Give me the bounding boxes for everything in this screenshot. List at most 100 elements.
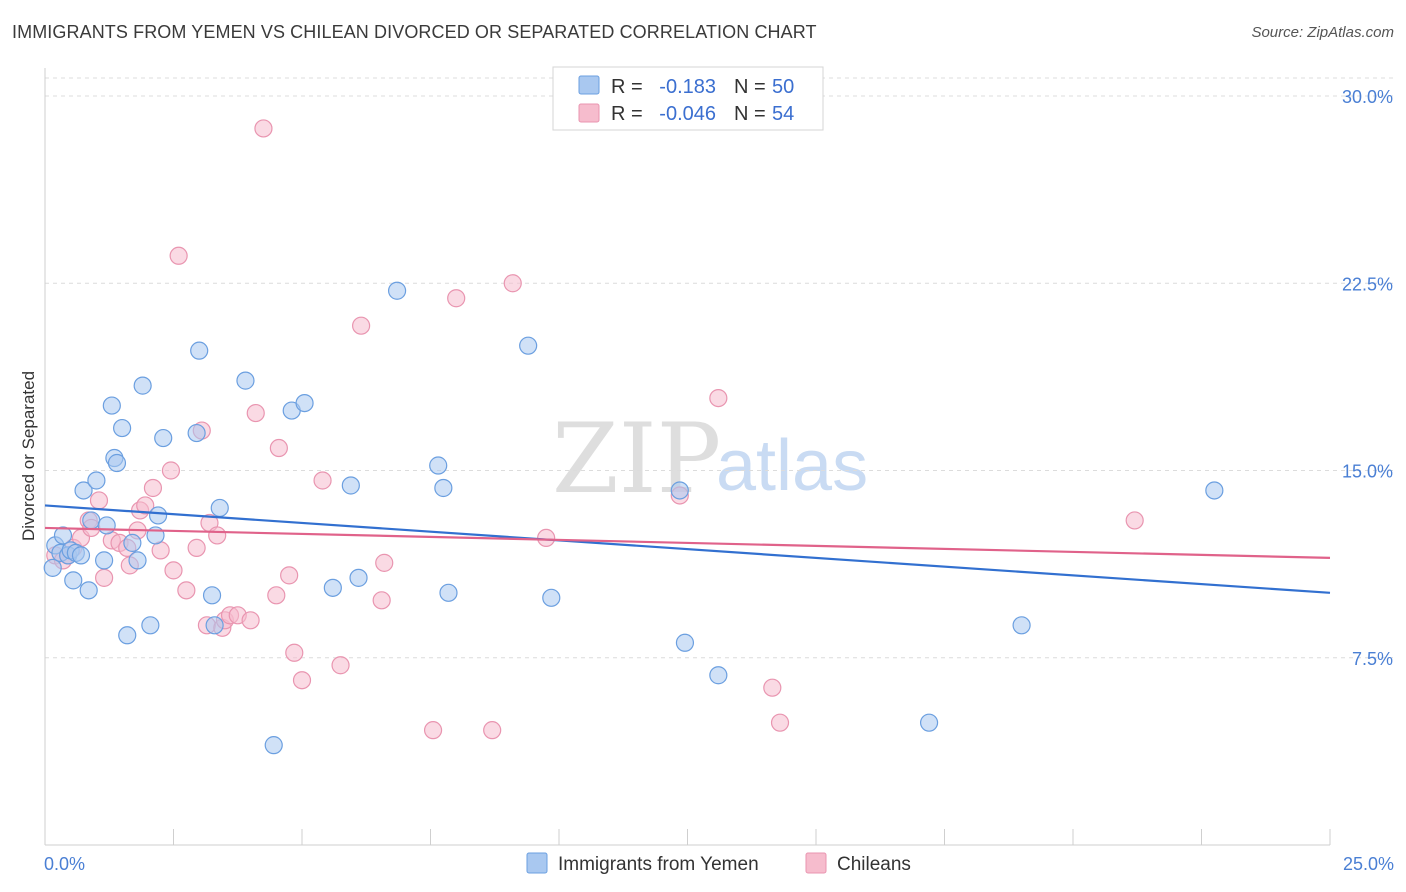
grid — [45, 77, 1393, 659]
legend-n-label-yemen: N = — [734, 76, 766, 98]
chileans-point — [267, 586, 286, 605]
y-axis-label: Divorced or Separated — [19, 371, 38, 541]
chileans-point — [483, 721, 502, 740]
chileans-point — [537, 528, 556, 548]
yemen-point — [112, 418, 132, 438]
legend-r-value-chileans: -0.046 — [659, 103, 716, 125]
chileans-point — [313, 471, 332, 490]
yemen-point — [434, 478, 453, 498]
yemen-point — [542, 588, 561, 607]
yemen-point — [87, 471, 106, 490]
yemen-point — [82, 511, 101, 530]
chileans-point — [177, 581, 196, 600]
series-legend-label-chileans: Chileans — [837, 854, 911, 875]
chileans-point — [136, 496, 155, 515]
yemen-point — [323, 578, 342, 597]
chileans-point — [169, 246, 188, 265]
yemen-point — [190, 341, 209, 360]
legend-n-value-chileans: 54 — [772, 103, 794, 125]
x-tick-label-max: 25.0% — [1343, 854, 1394, 874]
watermark-zip: ZIP — [552, 403, 721, 515]
yemen-point — [187, 423, 206, 443]
chileans-point — [269, 438, 288, 458]
chileans-point — [292, 671, 312, 690]
yemen-point — [295, 393, 314, 413]
x-tick-label-min: 0.0% — [44, 854, 85, 874]
chileans-point — [331, 656, 350, 675]
chileans-point — [763, 678, 782, 697]
chileans-point — [246, 403, 265, 423]
legend-n-value-yemen: 50 — [772, 76, 794, 98]
chileans-point — [280, 566, 299, 585]
chileans-point — [89, 491, 109, 510]
yemen-point — [210, 498, 229, 518]
chileans-point — [285, 643, 304, 662]
yemen-point — [97, 516, 116, 535]
chart-title: IMMIGRANTS FROM YEMEN VS CHILEAN DIVORCE… — [12, 22, 817, 42]
yemen-point — [53, 526, 73, 545]
yemen-point — [675, 633, 695, 652]
source-credit: Source: ZipAtlas.com — [1251, 24, 1394, 41]
chileans-point — [164, 561, 183, 580]
chileans-point — [503, 274, 522, 293]
chileans-point — [375, 553, 394, 572]
series-legend-label-yemen: Immigrants from Yemen — [558, 854, 759, 875]
yemen-point — [670, 481, 689, 500]
yemen-point — [118, 626, 137, 645]
y-tick-label: 30.0% — [1342, 87, 1393, 107]
yemen-point — [141, 616, 160, 635]
y-tick-label: 7.5% — [1352, 649, 1393, 669]
yemen-point — [133, 376, 152, 395]
series-legend-swatch-chileans — [805, 852, 827, 874]
series-yemen-points — [43, 281, 1224, 755]
yemen-point — [341, 476, 360, 495]
series-legend: Immigrants from Yemen Chileans — [526, 852, 911, 875]
y-tick-label: 22.5% — [1342, 274, 1393, 294]
chileans-point — [254, 119, 273, 138]
yemen-point — [236, 371, 255, 390]
yemen-point — [1205, 481, 1224, 500]
chileans-point — [709, 388, 728, 408]
chileans-point — [241, 611, 260, 630]
yemen-point — [79, 581, 98, 600]
yemen-point — [64, 571, 83, 590]
y-tick-label: 15.0% — [1342, 462, 1393, 482]
series-legend-swatch-yemen — [526, 852, 548, 874]
yemen-point — [107, 453, 127, 473]
chileans-point — [143, 478, 163, 498]
yemen-point — [387, 281, 407, 300]
chileans-point — [447, 289, 466, 308]
chileans-point — [187, 538, 206, 557]
yemen-point — [43, 558, 62, 577]
legend-r-label-yemen: R = — [611, 76, 643, 98]
chileans-point — [770, 713, 790, 732]
chileans-point — [352, 316, 371, 335]
yemen-point — [439, 583, 458, 602]
watermark: ZIP atlas — [552, 403, 868, 515]
yemen-trend-line — [44, 504, 1331, 594]
legend-r-value-yemen: -0.183 — [659, 76, 716, 98]
legend-r-label-chileans: R = — [611, 103, 643, 125]
yemen-point — [128, 551, 147, 570]
legend-n-label-chileans: N = — [734, 103, 766, 125]
yemen-point — [71, 546, 91, 565]
yemen-point — [123, 533, 142, 553]
chileans-point — [161, 461, 181, 480]
yemen-point — [264, 736, 283, 755]
yemen-point — [95, 551, 114, 570]
yemen-point — [519, 336, 538, 355]
yemen-point — [102, 396, 121, 415]
chileans-point — [372, 591, 391, 610]
yemen-point — [154, 428, 173, 448]
chileans-point — [95, 568, 114, 587]
yemen-point — [1012, 616, 1031, 635]
chileans-trend-line — [44, 526, 1331, 559]
chileans-point — [208, 526, 227, 545]
yemen-point — [429, 456, 448, 475]
yemen-point — [709, 666, 728, 685]
yemen-point — [202, 586, 222, 605]
yemen-point — [919, 713, 939, 732]
x-ticks — [173, 829, 1331, 845]
legend-swatch-chileans — [578, 103, 600, 123]
yemen-point — [205, 616, 224, 635]
